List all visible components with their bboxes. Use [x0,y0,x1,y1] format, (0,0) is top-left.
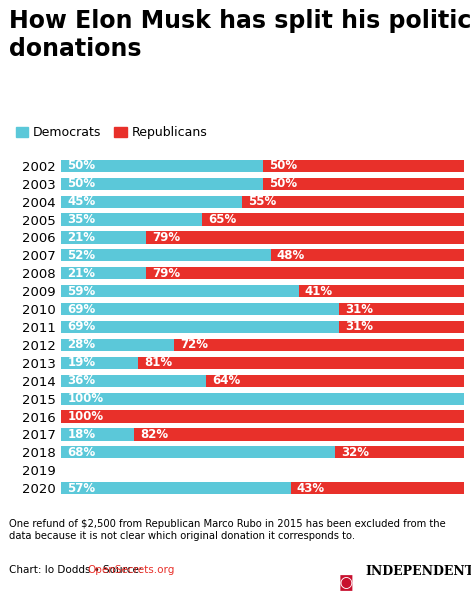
Bar [339,303,464,315]
Bar [206,374,464,387]
Bar [335,446,464,458]
Text: 21%: 21% [67,231,95,244]
Bar [61,446,335,458]
Bar [61,285,299,297]
Bar [134,428,464,440]
Text: 69%: 69% [67,320,96,334]
Text: 18%: 18% [67,428,96,441]
Bar [61,178,263,190]
Bar [138,357,464,369]
Text: 59%: 59% [67,284,96,298]
Bar [174,339,464,351]
Bar [61,249,271,262]
Text: 28%: 28% [67,338,96,352]
Text: 79%: 79% [152,231,180,244]
Text: 32%: 32% [341,446,369,459]
Text: ◙: ◙ [339,575,354,590]
Text: 45%: 45% [67,195,96,208]
Bar [299,285,464,297]
Bar [61,392,464,405]
Text: 65%: 65% [208,213,236,226]
Bar [271,249,464,262]
Text: 64%: 64% [212,374,241,387]
Text: 57%: 57% [67,482,96,494]
Bar [202,214,464,226]
Bar [243,196,464,208]
Text: OpenSecrets.org: OpenSecrets.org [87,565,175,575]
Bar [263,160,464,172]
Text: 48%: 48% [276,249,305,262]
Text: 52%: 52% [67,249,96,262]
Text: How Elon Musk has split his political
donations: How Elon Musk has split his political do… [9,9,471,61]
Text: 31%: 31% [345,302,373,316]
Bar [61,160,263,172]
Text: 43%: 43% [297,482,325,494]
Text: 100%: 100% [67,410,104,423]
Legend: Democrats, Republicans: Democrats, Republicans [16,126,207,139]
Text: 68%: 68% [67,446,96,459]
Bar [61,410,464,422]
Bar [146,267,464,280]
Bar [61,303,339,315]
Text: 19%: 19% [67,356,96,370]
Text: One refund of $2,500 from Republican Marco Rubo in 2015 has been excluded from t: One refund of $2,500 from Republican Mar… [9,519,446,541]
Text: 50%: 50% [67,160,96,172]
Bar [61,339,174,351]
Text: 82%: 82% [140,428,168,441]
Text: 100%: 100% [67,392,104,405]
Bar [146,232,464,244]
Bar [263,178,464,190]
Text: 36%: 36% [67,374,96,387]
Text: 72%: 72% [180,338,208,352]
Text: 41%: 41% [305,284,333,298]
Text: 50%: 50% [67,177,96,190]
Bar [339,321,464,333]
Bar [61,374,206,387]
Text: Chart: Io Dodds • Source:: Chart: Io Dodds • Source: [9,565,146,575]
Bar [61,267,146,280]
Bar [61,357,138,369]
Text: INDEPENDENT: INDEPENDENT [365,565,471,578]
Text: 50%: 50% [268,177,297,190]
Bar [61,196,243,208]
Bar [291,482,464,494]
Bar [61,321,339,333]
Text: 21%: 21% [67,267,95,280]
Text: 79%: 79% [152,267,180,280]
Bar [61,232,146,244]
Bar [61,214,202,226]
Bar [61,428,134,440]
Text: 69%: 69% [67,302,96,316]
Text: 50%: 50% [268,160,297,172]
Text: 31%: 31% [345,320,373,334]
Text: 35%: 35% [67,213,96,226]
Text: 81%: 81% [144,356,172,370]
Text: 55%: 55% [249,195,277,208]
Bar [61,482,291,494]
